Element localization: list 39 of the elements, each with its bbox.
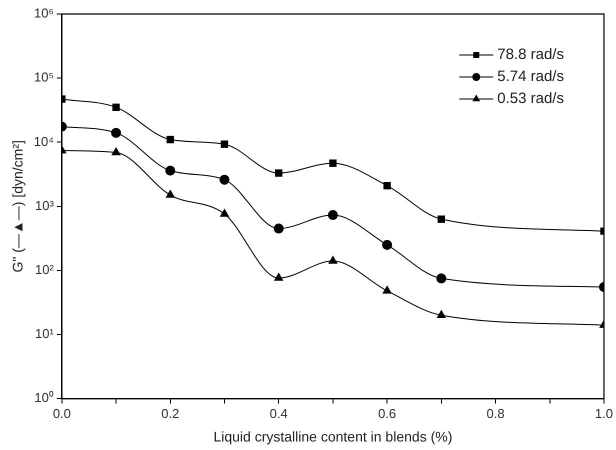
point (383, 182, 391, 190)
y-tick-label: 10⁵ (34, 70, 54, 85)
point (274, 273, 284, 281)
y-tick-label: 10⁰ (34, 390, 54, 406)
point (328, 210, 338, 220)
point (166, 190, 175, 198)
legend-label: 5.74 rad/s (497, 68, 564, 86)
point (329, 160, 337, 167)
point (220, 208, 229, 217)
point (436, 273, 446, 284)
point (328, 256, 338, 264)
x-tick-label: 0.6 (378, 406, 396, 421)
point (166, 136, 174, 144)
y-tick-label: 10⁴ (34, 134, 54, 149)
point (382, 240, 392, 250)
x-axis-title: Liquid crystalline content in blends (%) (213, 428, 452, 444)
x-tick-label: 0.0 (52, 406, 71, 421)
x-tick-label: 1.0 (594, 406, 614, 421)
legend-label: 78.8 rad/s (497, 46, 564, 64)
y-tick-label: 10¹ (35, 326, 55, 342)
point (438, 215, 446, 223)
point (275, 169, 282, 177)
y-tick-label: 10² (35, 262, 55, 277)
point (219, 174, 230, 185)
point (111, 128, 122, 138)
point (436, 310, 446, 318)
x-tick-label: 0.4 (270, 406, 288, 421)
x-tick-label: 0.8 (486, 406, 505, 421)
x-tick-label: 0.2 (161, 406, 180, 421)
point (220, 140, 228, 148)
y-tick-label: 10³ (35, 198, 55, 213)
point (112, 104, 120, 112)
point (274, 224, 284, 234)
y-tick-label: 10⁶ (34, 6, 54, 21)
point (112, 148, 120, 156)
y-axis-title: G" (—▲—) [dyn/cm²] (9, 140, 26, 272)
point (382, 286, 392, 294)
legend-label: 0.53 rad/s (497, 90, 564, 108)
point (165, 166, 176, 176)
